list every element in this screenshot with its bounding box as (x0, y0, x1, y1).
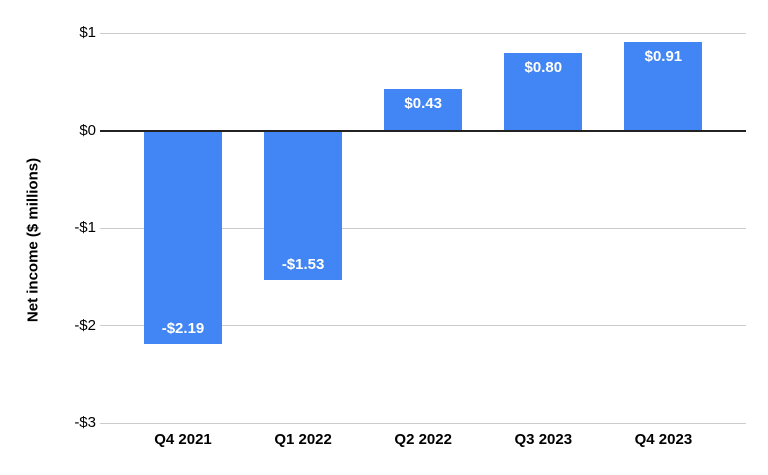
y-axis-tick-label: $0 (79, 121, 96, 139)
bar-value-label: $0.91 (644, 47, 683, 65)
gridline (100, 325, 746, 326)
gridline (100, 32, 746, 34)
x-axis-label-q1-2022: Q1 2022 (274, 431, 332, 448)
bar-q4-2021: -$2.19 (144, 130, 222, 345)
x-axis-label-q4-2021: Q4 2021 (154, 431, 212, 448)
gridline (100, 227, 746, 229)
bar-value-label: $0.80 (524, 58, 563, 76)
x-axis-label-q4-2023: Q4 2023 (634, 431, 693, 448)
y-axis-title: Net income ($ millions) (24, 157, 42, 323)
bar-value-label: -$2.19 (161, 320, 205, 338)
x-axis-zero-line (100, 129, 746, 132)
x-axis-label-q2-2022: Q2 2022 (394, 431, 452, 448)
y-axis-tick-label: -$2 (74, 316, 96, 334)
gridline (100, 422, 746, 424)
bar-q2-2022: $0.43 (384, 88, 463, 131)
y-axis-tick-label: -$1 (74, 219, 96, 236)
bar-q1-2022: -$1.53 (264, 130, 343, 280)
bar-q3-2023: $0.80 (504, 52, 583, 131)
bar-value-label: $0.43 (404, 94, 442, 112)
bar-value-label: -$1.53 (281, 255, 325, 273)
y-axis-tick-label: -$3 (74, 414, 96, 431)
bar-q4-2023: $0.91 (624, 41, 703, 131)
x-axis-label-q3-2023: Q3 2023 (514, 431, 573, 448)
y-axis-tick-label: $1 (79, 24, 96, 41)
